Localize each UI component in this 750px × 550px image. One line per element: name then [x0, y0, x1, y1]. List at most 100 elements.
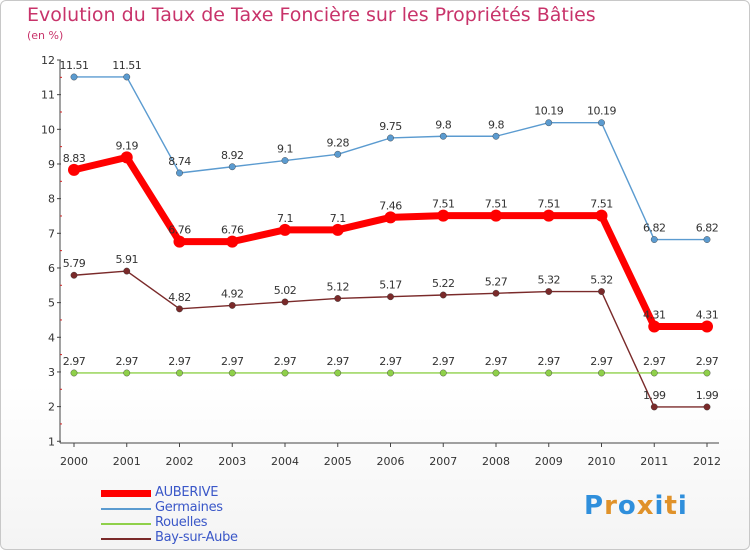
- logo-letter: P: [584, 491, 605, 521]
- data-point: [650, 369, 658, 377]
- data-label: 2.97: [696, 355, 719, 368]
- data-point: [545, 288, 553, 295]
- data-label: 7.51: [538, 198, 561, 211]
- logo-letter: t: [664, 491, 678, 521]
- data-label: 10.19: [534, 105, 563, 118]
- data-point: [595, 209, 608, 222]
- data-point: [545, 119, 553, 127]
- data-point: [650, 236, 658, 243]
- data-label: 5.27: [485, 275, 508, 288]
- x-tick-label: 2006: [377, 455, 405, 468]
- logo-letter: i: [677, 491, 688, 521]
- data-label: 9.19: [116, 139, 139, 152]
- x-tick-label: 2000: [60, 455, 88, 468]
- data-point: [70, 73, 78, 81]
- data-point: [492, 369, 500, 377]
- data-label: 2.97: [116, 355, 139, 368]
- data-point: [492, 132, 500, 140]
- data-point: [176, 305, 183, 313]
- data-point: [281, 298, 289, 306]
- data-label: 5.32: [590, 274, 613, 287]
- data-label: 5.91: [116, 253, 139, 266]
- x-tick-label: 2010: [588, 455, 616, 468]
- legend-swatch: [101, 523, 151, 525]
- data-point: [123, 369, 131, 377]
- data-point: [331, 223, 344, 236]
- data-label: 2.97: [538, 355, 561, 368]
- data-point: [70, 369, 78, 377]
- legend-swatch: [101, 508, 151, 510]
- y-tick-label: 5: [48, 297, 55, 310]
- y-tick-label: 1: [48, 435, 55, 448]
- data-label: 6.82: [696, 222, 719, 235]
- data-point: [173, 235, 186, 248]
- logo-letter: x: [636, 491, 655, 521]
- data-label: 7.1: [330, 212, 346, 225]
- legend-swatch: [101, 538, 151, 540]
- data-label: 6.82: [643, 222, 666, 235]
- x-tick-label: 2001: [113, 455, 141, 468]
- y-tick-label: 11: [41, 89, 55, 102]
- data-label: 4.92: [221, 287, 244, 300]
- data-point: [439, 291, 447, 299]
- data-point: [226, 235, 239, 248]
- data-point: [281, 369, 289, 377]
- y-tick-label: 6: [48, 262, 55, 275]
- data-label: 9.28: [327, 136, 350, 149]
- y-tick-label: 10: [41, 123, 55, 136]
- data-point: [437, 209, 450, 222]
- data-point: [279, 223, 291, 236]
- data-point: [120, 151, 133, 164]
- data-point: [598, 119, 605, 127]
- data-point: [703, 403, 711, 411]
- data-point: [703, 236, 711, 243]
- data-label: 6.76: [168, 224, 191, 237]
- y-tick-label: 12: [41, 54, 55, 67]
- data-label: 10.19: [587, 105, 616, 118]
- data-label: 2.97: [485, 355, 508, 368]
- data-point: [228, 163, 236, 171]
- data-point: [334, 369, 342, 377]
- data-point: [701, 320, 713, 333]
- data-point: [703, 369, 711, 377]
- data-label: 5.02: [274, 284, 297, 297]
- data-point: [598, 288, 605, 295]
- x-tick-label: 2003: [218, 455, 246, 468]
- chart-subtitle: (en %): [27, 29, 64, 42]
- data-point: [387, 369, 394, 377]
- data-label: 9.8: [488, 118, 504, 131]
- data-labels: 11.51 11.51 8.74 8.92 9.1 9.28 9.75 9.8 9.8 10.19…: [60, 59, 720, 402]
- legend-label: Bay-sur-Aube: [155, 530, 238, 545]
- data-label: 8.74: [168, 155, 191, 168]
- data-point: [123, 73, 131, 81]
- data-point: [542, 209, 555, 222]
- data-point: [176, 369, 183, 377]
- data-point: [384, 211, 397, 224]
- data-label: 2.97: [643, 355, 666, 368]
- data-point: [176, 169, 183, 177]
- x-tick-label: 2005: [324, 455, 352, 468]
- data-label: 2.97: [168, 355, 191, 368]
- data-label: 9.8: [435, 118, 451, 131]
- y-tick-label: 8: [48, 193, 55, 206]
- data-label: 11.51: [112, 59, 141, 72]
- x-tick-label: 2002: [166, 455, 194, 468]
- data-point: [281, 157, 289, 164]
- x-tick-label: 2007: [429, 455, 457, 468]
- data-label: 5.17: [379, 279, 402, 292]
- data-label: 2.97: [432, 355, 455, 368]
- series-lines: [68, 73, 713, 411]
- data-label: 1.99: [696, 389, 719, 402]
- data-label: 7.51: [590, 198, 613, 211]
- legend-label: Germaines: [155, 500, 223, 515]
- data-label: 4.82: [168, 291, 191, 304]
- data-point: [334, 295, 342, 302]
- data-point: [439, 132, 447, 140]
- data-label: 2.97: [221, 355, 244, 368]
- data-label: 5.12: [327, 280, 350, 293]
- logo-letter: r: [604, 491, 618, 521]
- data-label: 8.92: [221, 149, 244, 162]
